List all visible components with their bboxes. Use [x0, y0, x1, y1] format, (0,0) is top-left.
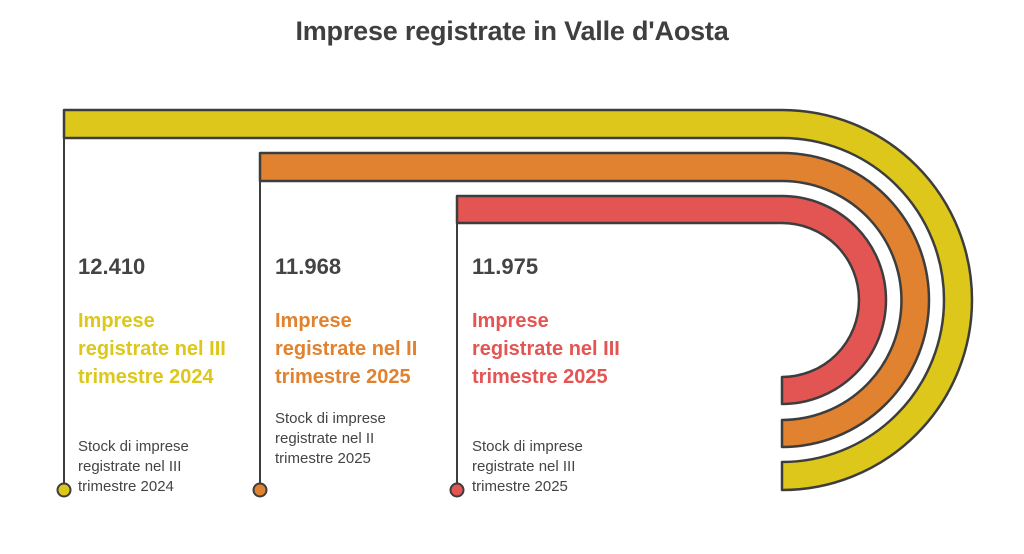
stage-1-description: Stock di imprese registrate nel III trim…	[78, 438, 189, 495]
stage-1-heading: Imprese registrate nel III trimestre 202…	[78, 310, 226, 388]
stage-3-description: Stock di imprese registrate nel III trim…	[472, 438, 583, 495]
marker-dot-stage-1	[56, 482, 72, 498]
stage-1-value: 12.410	[78, 254, 146, 279]
band-stage-2	[258, 151, 931, 449]
marker-dot-stage-3	[449, 482, 465, 498]
band-stage-1	[62, 108, 974, 492]
stage-3-heading: Imprese registrate nel III trimestre 202…	[472, 310, 620, 388]
marker-dot-stage-2	[252, 482, 268, 498]
stage-2-heading: Imprese registrate nel II trimestre 2025	[275, 310, 418, 388]
stage-2-value: 11.968	[275, 254, 342, 279]
stage-3-value: 11.975	[472, 254, 539, 279]
band-stage-3	[455, 194, 888, 406]
diagram-title: Imprese registrate in Valle d'Aosta	[295, 16, 729, 46]
stage-2-description: Stock di imprese registrate nel II trime…	[275, 410, 386, 467]
